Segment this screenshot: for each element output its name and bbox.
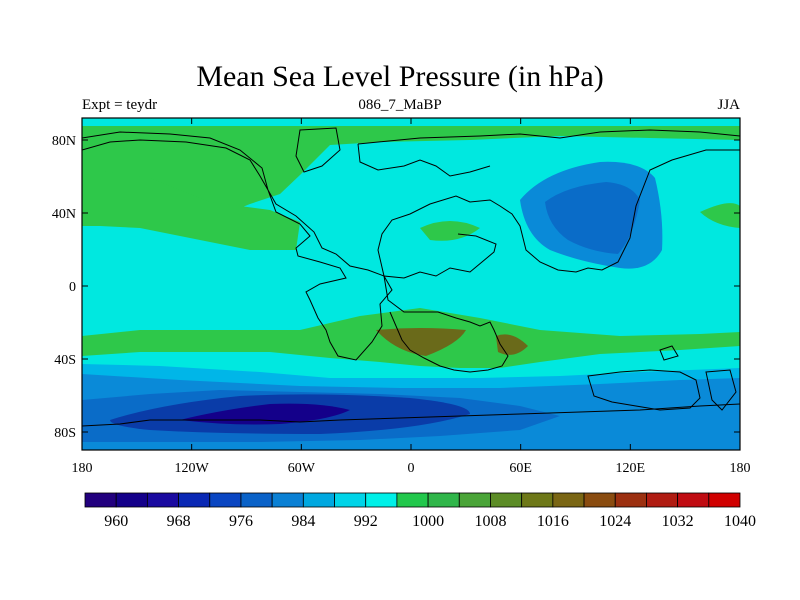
experiment-label: Expt = teydr: [82, 97, 158, 113]
coastline-antarctica: [82, 403, 740, 427]
lon-tick-label: 60E: [509, 461, 532, 476]
pressure-band-north: [82, 126, 740, 212]
colorbar-label: 984: [291, 513, 315, 530]
coastline-greenland: [295, 127, 341, 173]
map-axes: 80N 40N 0 40S 80S 180 120W 60W 0 60E 120E 180: [52, 118, 751, 476]
colorbar-swatch: [552, 492, 585, 508]
colorbar-swatch: [115, 492, 148, 508]
lon-tick-label: 0: [408, 461, 415, 476]
colorbar-swatch: [677, 492, 710, 508]
colorbar-label: 1000: [412, 513, 444, 530]
pressure-band-east: [700, 203, 740, 228]
colorbar-swatch: [521, 492, 554, 508]
colorbar-label: 968: [167, 513, 191, 530]
pressure-band-arctic: [420, 221, 480, 241]
lon-tick-label: 60W: [288, 461, 316, 476]
lat-tick-label: 0: [69, 280, 76, 295]
colorbar-swatch: [396, 492, 429, 508]
lon-tick-label: 180: [72, 461, 93, 476]
season-label: JJA: [717, 97, 740, 113]
colorbar-label: 976: [229, 513, 253, 530]
pressure-band-atlantic: [82, 168, 300, 250]
lon-tick-label: 120W: [175, 461, 210, 476]
lon-tick-label: 120E: [616, 461, 646, 476]
pressure-low-asia-inner: [545, 182, 640, 254]
coastline-eurasia: [357, 129, 740, 279]
colorbar-swatch: [209, 492, 242, 508]
colorbar-label: 1008: [474, 513, 506, 530]
pressure-field: [82, 118, 740, 450]
coastline-asia-islands: [659, 345, 679, 361]
colorbar-swatch: [302, 492, 335, 508]
colorbar-label: 960: [104, 513, 128, 530]
colorbar-swatch: [583, 492, 616, 508]
colorbar-swatch: [458, 492, 491, 508]
pressure-high-south-atlantic: [376, 328, 466, 356]
lat-tick-label: 40S: [54, 353, 76, 368]
lat-tick-label: 80N: [52, 134, 76, 149]
colorbar-swatch: [84, 492, 117, 508]
colorbar-label: 1016: [537, 513, 569, 530]
colorbar-label: 992: [354, 513, 378, 530]
colorbar-swatch: [271, 492, 304, 508]
colorbar-label: 1040: [724, 513, 756, 530]
colorbar-label: 1032: [662, 513, 694, 530]
coastline-africa: [383, 275, 509, 373]
colorbar-swatch: [334, 492, 367, 508]
map-title: Mean Sea Level Pressure (in hPa): [196, 60, 604, 93]
coastline-east-island: [705, 369, 737, 411]
colorbar-swatch: [365, 492, 398, 508]
colorbar-swatch: [178, 492, 211, 508]
lat-tick-label: 80S: [54, 426, 76, 441]
colorbar-swatch: [240, 492, 273, 508]
colorbar-swatch: [427, 492, 460, 508]
colorbar-swatch: [614, 492, 647, 508]
coastline-outlines: [82, 127, 740, 427]
colorbar-swatch: [490, 492, 523, 508]
pressure-low-southern-core: [180, 403, 350, 425]
lon-tick-label: 180: [730, 461, 751, 476]
colorbar: 960 968 976 984 992 1000 1008 1016 1024 1032 1040: [84, 492, 756, 530]
colorbar-label: 1024: [599, 513, 631, 530]
colorbar-swatch: [646, 492, 679, 508]
lat-tick-label: 40N: [52, 207, 76, 222]
coastline-australia: [587, 369, 701, 411]
period-label: 086_7_MaBP: [358, 97, 442, 113]
colorbar-swatch: [146, 492, 179, 508]
colorbar-swatch: [708, 492, 741, 508]
coastline-europe: [357, 143, 491, 177]
coastline-north-america: [82, 131, 393, 361]
